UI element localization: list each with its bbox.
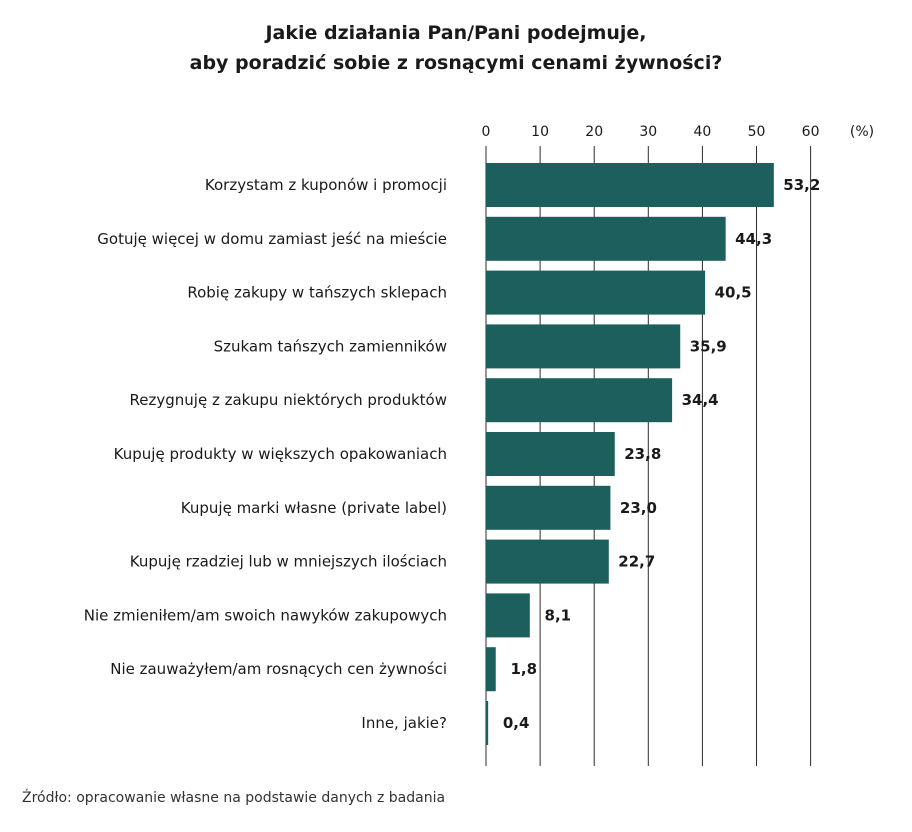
x-tick-label: 50: [748, 124, 766, 140]
bar: [486, 539, 609, 584]
category-label: Kupuję rzadziej lub w mniejszych ilościa…: [130, 553, 447, 571]
bar: [486, 485, 611, 530]
x-tick-label: 20: [585, 124, 603, 140]
bar: [486, 216, 726, 261]
source-note: Źródło: opracowanie własne na podstawie …: [22, 790, 446, 806]
data-label: 34,4: [682, 391, 719, 409]
bar: [486, 432, 615, 476]
category-label: Korzystam z kuponów i promocji: [205, 176, 447, 194]
category-label: Kupuję marki własne (private label): [181, 499, 447, 517]
data-label: 1,8: [510, 660, 537, 678]
x-tick-label: 0: [482, 124, 491, 140]
bar: [486, 378, 673, 423]
category-label: Szukam tańszych zamienników: [214, 337, 447, 355]
bar: [486, 701, 489, 745]
data-label: 23,8: [624, 445, 661, 463]
title-line-2: aby poradzić sobie z rosnącymi cenami ży…: [189, 52, 723, 74]
category-label: Rezygnuję z zakupu niektórych produktów: [130, 391, 447, 409]
category-label: Inne, jakie?: [361, 714, 447, 732]
data-label: 8,1: [545, 606, 572, 624]
bar: [486, 270, 706, 315]
data-label: 40,5: [715, 284, 752, 302]
bar: [486, 647, 496, 692]
data-label: 22,7: [618, 553, 655, 571]
category-label: Nie zauważyłem/am rosnących cen żywności: [110, 660, 447, 678]
bar: [486, 324, 681, 369]
data-label: 44,3: [735, 230, 772, 248]
x-tick-label: 40: [693, 124, 711, 140]
category-label: Robię zakupy w tańszych sklepach: [187, 284, 447, 302]
data-label: 0,4: [503, 714, 530, 732]
data-label: 35,9: [690, 337, 727, 355]
category-label: Gotuję więcej w domu zamiast jeść na mie…: [97, 230, 447, 248]
bar: [486, 593, 530, 638]
data-label: 53,2: [783, 176, 820, 194]
data-label: 23,0: [620, 499, 657, 517]
title-line-1: Jakie działania Pan/Pani podejmuje,: [265, 22, 647, 44]
x-unit-label: (%): [850, 124, 874, 140]
category-label: Kupuję produkty w większych opakowaniach: [114, 445, 447, 463]
x-tick-label: 60: [802, 124, 820, 140]
x-tick-label: 10: [531, 124, 549, 140]
category-label: Nie zmieniłem/am swoich nawyków zakupowy…: [84, 606, 447, 624]
bar: [486, 163, 774, 207]
x-tick-label: 30: [639, 124, 657, 140]
chart-title: Jakie działania Pan/Pani podejmuje, aby …: [0, 18, 912, 78]
